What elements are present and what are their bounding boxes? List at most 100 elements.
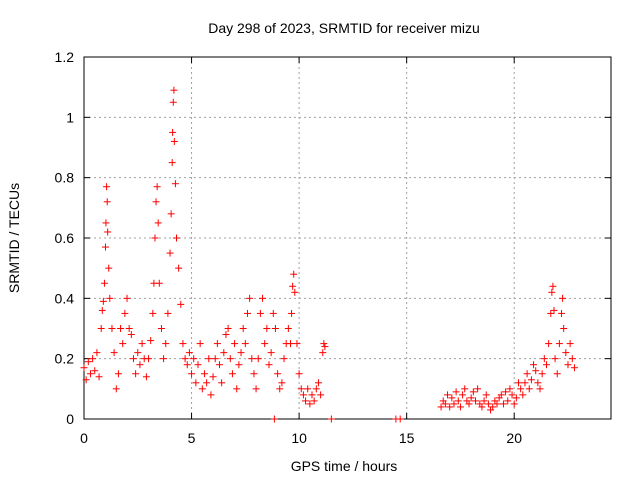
data-point <box>286 340 294 348</box>
data-point <box>480 397 488 405</box>
data-point <box>177 300 185 308</box>
data-point <box>203 379 211 387</box>
data-point <box>299 391 307 399</box>
data-point <box>168 159 176 167</box>
data-point <box>550 306 558 314</box>
y-tick-label: 1 <box>66 109 74 125</box>
data-point <box>132 370 140 378</box>
data-point <box>162 340 170 348</box>
data-point <box>269 309 277 317</box>
data-point <box>117 325 125 332</box>
data-point <box>564 361 572 369</box>
data-point <box>290 270 298 278</box>
data-point <box>444 391 452 399</box>
data-point <box>450 400 458 408</box>
data-point <box>167 210 175 218</box>
data-point <box>284 325 292 332</box>
data-point <box>469 388 477 396</box>
data-point <box>100 279 108 287</box>
data-point <box>310 397 318 405</box>
data-point <box>558 309 566 317</box>
data-point <box>448 394 456 402</box>
y-tick-label: 0 <box>66 411 74 427</box>
data-point <box>540 355 548 363</box>
x-axis-label: GPS time / hours <box>291 458 398 474</box>
x-tick-label: 15 <box>399 430 415 446</box>
data-point <box>508 391 516 399</box>
data-point <box>160 355 168 363</box>
data-point <box>568 355 576 363</box>
data-point <box>517 385 525 393</box>
data-point <box>534 379 542 387</box>
chart-title: Day 298 of 2023, SRMTID for receiver miz… <box>208 20 480 36</box>
data-point <box>259 294 267 302</box>
data-point <box>105 264 113 272</box>
data-point <box>289 282 297 290</box>
data-point <box>271 325 279 332</box>
data-point <box>523 370 531 378</box>
data-point <box>188 370 196 378</box>
data-point <box>190 355 198 363</box>
data-point <box>302 397 310 405</box>
data-point <box>179 340 187 348</box>
data-point <box>226 355 234 363</box>
data-point <box>467 394 475 402</box>
data-point <box>276 385 284 393</box>
data-point <box>216 361 224 369</box>
data-point <box>261 340 269 348</box>
data-point <box>157 325 165 332</box>
data-point <box>91 367 99 375</box>
data-point <box>248 355 256 363</box>
data-point <box>155 279 163 287</box>
data-point <box>86 370 94 378</box>
data-point <box>80 364 88 372</box>
data-point <box>474 385 482 393</box>
data-point <box>312 385 320 393</box>
data-point <box>102 243 110 251</box>
data-point <box>542 361 550 369</box>
data-point <box>235 361 243 369</box>
data-point <box>566 340 574 348</box>
data-point <box>136 361 144 369</box>
data-point <box>147 337 155 345</box>
y-tick-label: 0.4 <box>55 290 75 306</box>
data-point <box>114 370 122 378</box>
data-point <box>319 349 327 357</box>
data-point <box>548 288 556 296</box>
data-point <box>112 385 120 393</box>
data-point <box>545 340 553 348</box>
data-point <box>265 361 273 369</box>
data-point <box>459 391 467 399</box>
data-point <box>89 355 97 363</box>
data-point <box>297 385 305 393</box>
data-point <box>194 361 202 369</box>
data-point <box>220 349 228 357</box>
data-point <box>504 397 512 405</box>
data-point <box>95 373 103 381</box>
data-point <box>84 358 92 366</box>
data-point <box>152 198 160 206</box>
data-point <box>183 361 191 369</box>
data-point <box>530 361 538 369</box>
data-point <box>123 294 131 302</box>
data-point <box>484 400 492 408</box>
data-point <box>151 234 159 242</box>
data-point <box>560 325 568 332</box>
data-point <box>213 340 221 348</box>
data-point <box>102 219 110 227</box>
data-point <box>233 385 241 393</box>
data-point <box>482 391 490 399</box>
data-point <box>134 349 142 357</box>
data-point <box>441 400 449 408</box>
data-marks <box>80 86 578 423</box>
data-point <box>263 325 271 332</box>
data-point <box>549 282 557 290</box>
data-point <box>97 325 105 332</box>
data-point <box>510 400 518 408</box>
data-point <box>166 249 174 257</box>
x-tick-label: 10 <box>291 430 307 446</box>
data-point <box>274 370 282 378</box>
data-point <box>149 309 157 317</box>
data-point <box>437 403 445 411</box>
data-point <box>446 403 454 411</box>
